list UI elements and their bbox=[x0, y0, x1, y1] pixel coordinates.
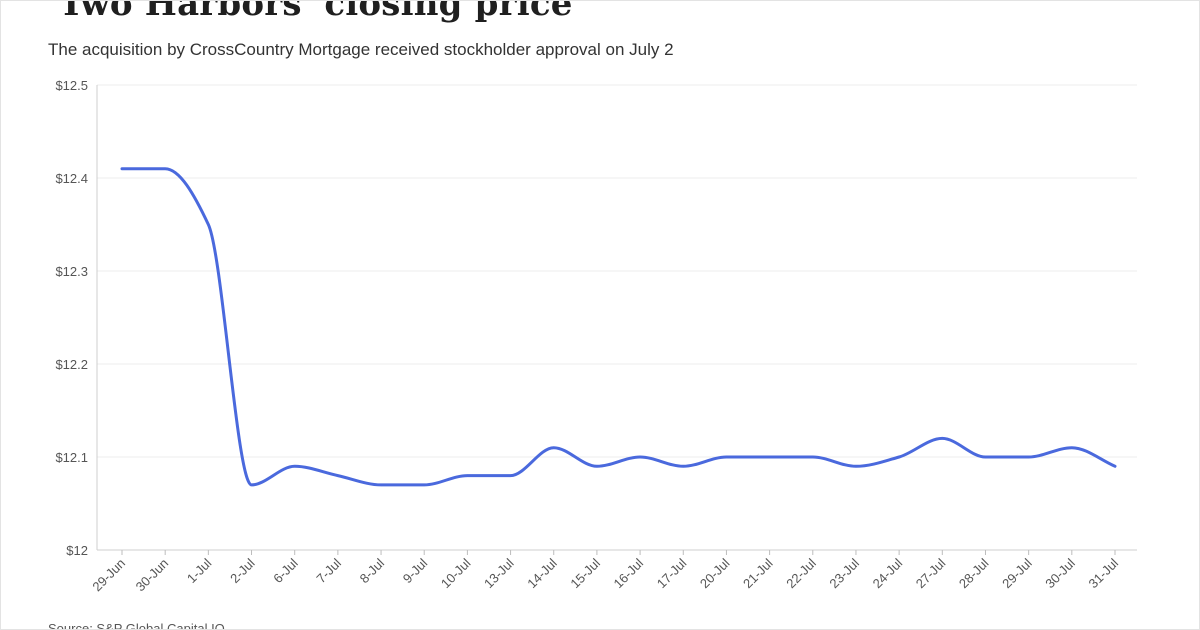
x-tick-label: 8-Jul bbox=[357, 555, 388, 586]
source-note: Source: S&P Global Capital IQ bbox=[48, 621, 225, 630]
gridlines bbox=[97, 84, 1137, 458]
y-tick-label: $12.2 bbox=[55, 357, 88, 372]
axes bbox=[96, 85, 1137, 555]
chart-subtitle: The acquisition by CrossCountry Mortgage… bbox=[48, 40, 674, 59]
series-layer bbox=[120, 167, 1117, 487]
x-tick-label: 2-Jul bbox=[227, 555, 258, 586]
y-tick-label: $12.1 bbox=[55, 450, 88, 465]
price-line bbox=[120, 167, 1117, 487]
x-tick-label: 7-Jul bbox=[313, 555, 344, 586]
x-tick-label: 28-Jul bbox=[956, 555, 992, 591]
y-tick-label: $12.5 bbox=[55, 78, 88, 93]
x-tick-label: 21-Jul bbox=[740, 555, 776, 591]
x-tick-label: 27-Jul bbox=[913, 555, 949, 591]
x-tick-label: 30-Jul bbox=[1042, 555, 1078, 591]
chart-title: 'Two Harbors' closing price bbox=[48, 0, 573, 24]
x-tick-label: 17-Jul bbox=[654, 555, 690, 591]
x-tick-label: 29-Jul bbox=[999, 555, 1035, 591]
x-tick-label: 23-Jul bbox=[826, 555, 862, 591]
x-tick-label: 31-Jul bbox=[1085, 555, 1121, 591]
y-tick-label: $12.3 bbox=[55, 264, 88, 279]
x-tick-label: 1-Jul bbox=[184, 555, 215, 586]
x-tick-label: 30-Jun bbox=[133, 556, 172, 595]
x-axis-tick-labels: 29-Jun 30-Jun 1-Jul 2-Jul 6-Jul 7-Jul 8-Jul 9-J… bbox=[89, 555, 1121, 594]
x-tick-label: 22-Jul bbox=[783, 555, 819, 591]
x-tick-label: 6-Jul bbox=[270, 555, 301, 586]
x-tick-label: 13-Jul bbox=[481, 555, 517, 591]
y-tick-label: $12 bbox=[66, 543, 88, 558]
x-tick-label: 24-Jul bbox=[870, 555, 906, 591]
x-tick-label: 14-Jul bbox=[524, 555, 560, 591]
x-tick-label: 9-Jul bbox=[400, 555, 431, 586]
x-tick-label: 29-Jun bbox=[89, 556, 128, 595]
x-tick-label: 20-Jul bbox=[697, 555, 733, 591]
x-tick-label: 10-Jul bbox=[438, 555, 474, 591]
x-tick-label: 15-Jul bbox=[567, 555, 603, 591]
x-tick-label: 16-Jul bbox=[611, 555, 647, 591]
y-tick-label: $12.4 bbox=[55, 171, 88, 186]
y-axis-tick-labels: $12 $12.1 $12.2 $12.3 $12.4 $12.5 bbox=[55, 78, 88, 558]
